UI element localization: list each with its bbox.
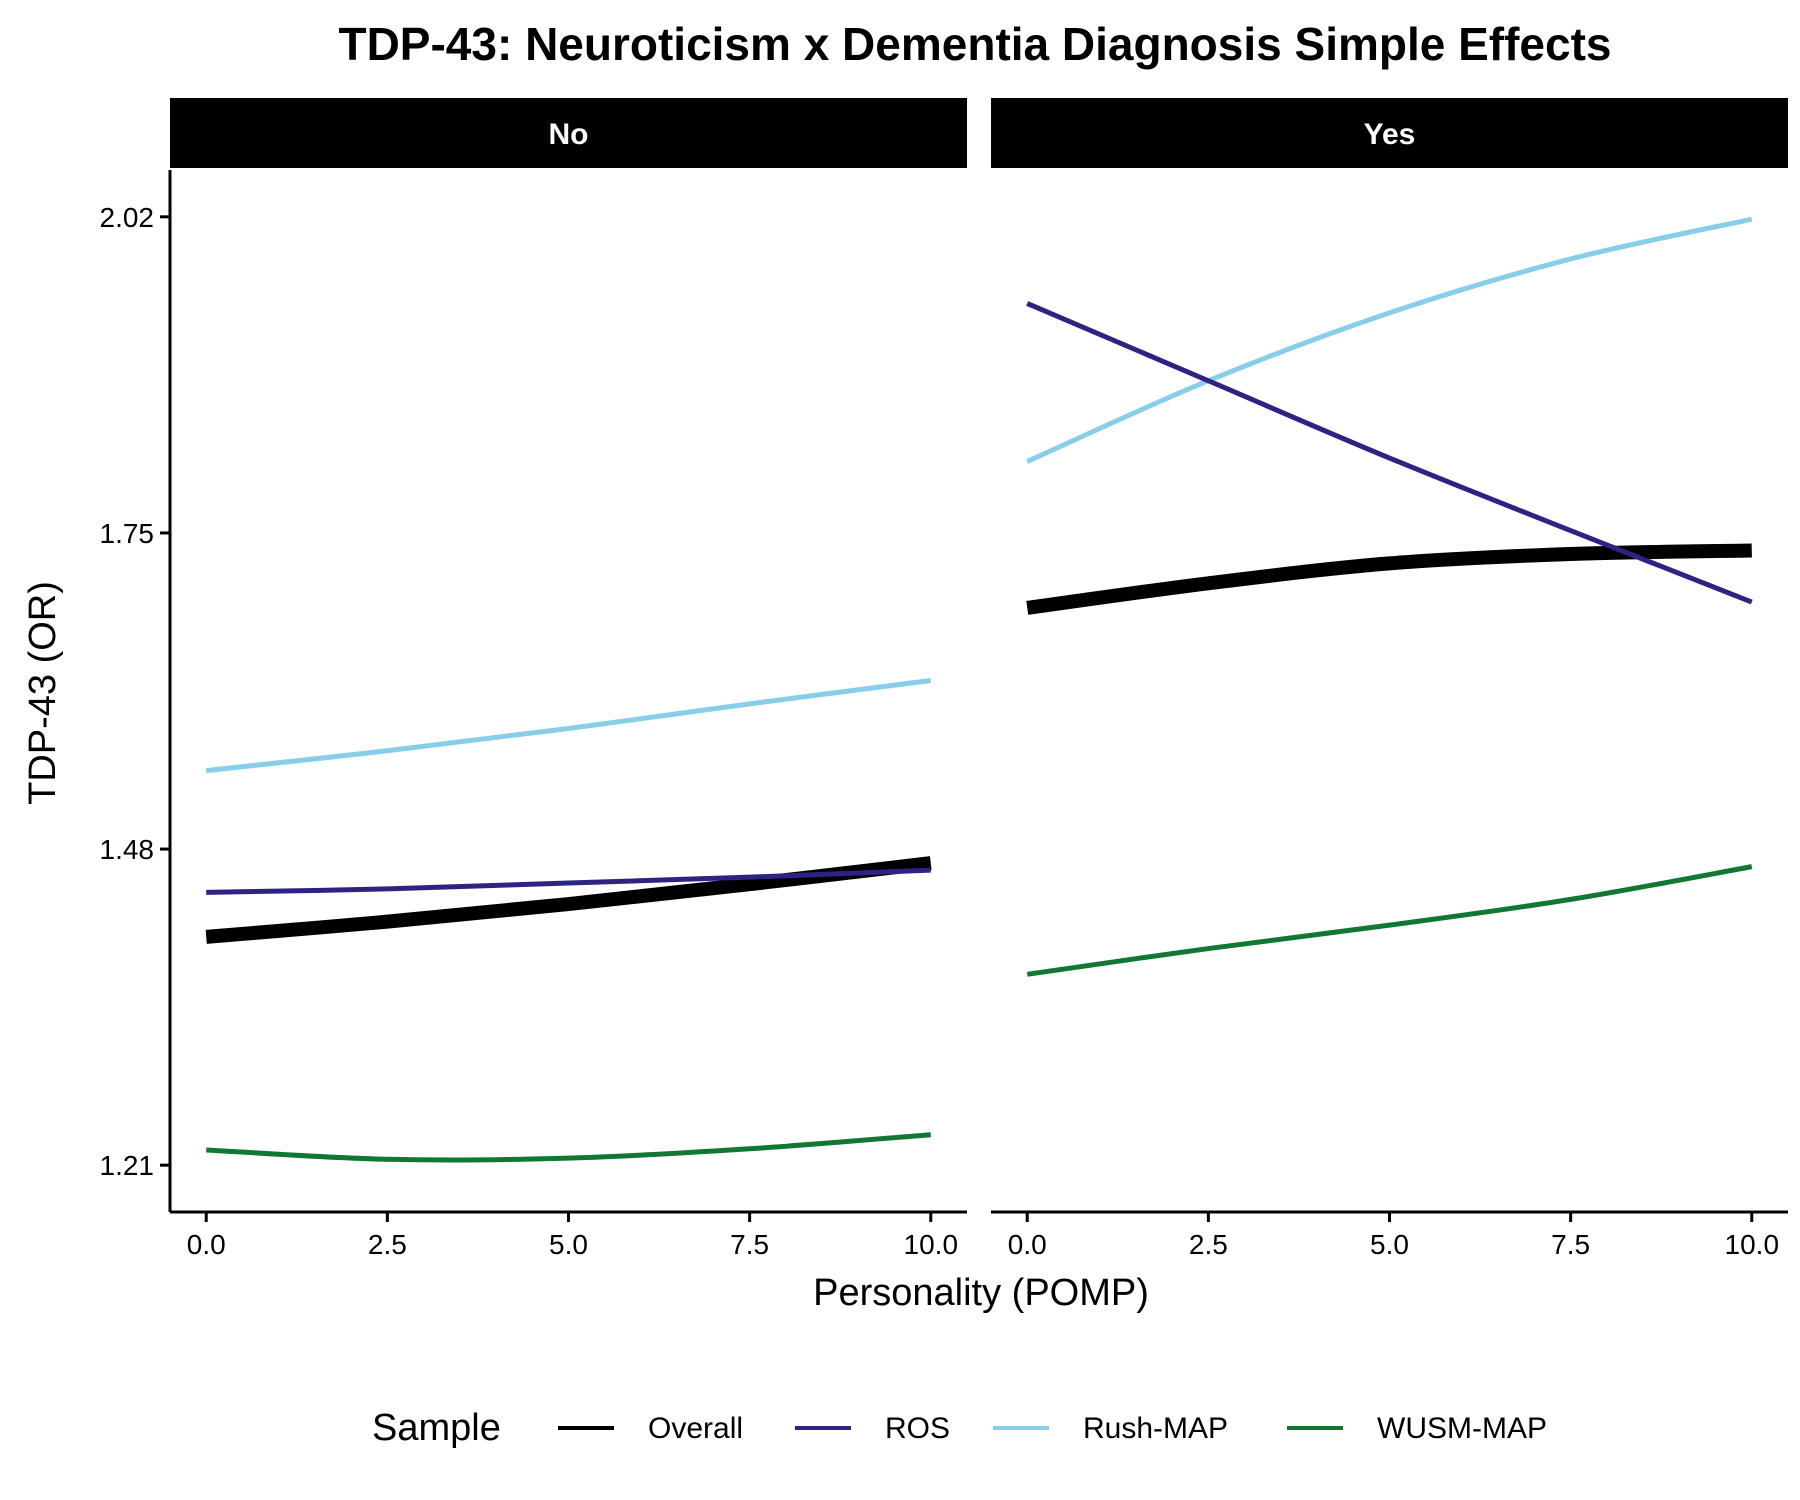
panel-yes: Yes 0.0 2.5 5.0 7.5 10.0 xyxy=(991,98,1788,1260)
legend-label-ros: ROS xyxy=(885,1412,950,1445)
chart-title: TDP-43: Neuroticism x Dementia Diagnosis… xyxy=(338,18,1611,70)
legend-label-overall: Overall xyxy=(648,1412,743,1445)
x-tick-label: 5.0 xyxy=(1370,1229,1409,1260)
series-line-ros xyxy=(206,867,931,895)
x-tick-label: 10.0 xyxy=(904,1229,959,1260)
x-tick-label: 10.0 xyxy=(1725,1229,1780,1260)
x-tick-label: 0.0 xyxy=(187,1229,226,1260)
y-axis: 1.21 1.48 1.75 2.02 xyxy=(100,170,172,1212)
legend-label-wusm-map: WUSM-MAP xyxy=(1377,1412,1547,1445)
strip-yes xyxy=(991,98,1788,168)
strip-label: Yes xyxy=(1364,118,1416,151)
panel-no: No 0.0 2.5 5.0 7.5 10.0 xyxy=(170,98,967,1260)
legend-label-rush-map: Rush-MAP xyxy=(1083,1412,1228,1445)
legend-items: Overall ROS Rush-MAP WUSM-MAP xyxy=(558,1412,1547,1445)
series-line-overall xyxy=(1026,543,1752,615)
legend-title: Sample xyxy=(372,1407,501,1449)
series-line-rush-map xyxy=(205,677,932,774)
x-axis-label: Personality (POMP) xyxy=(813,1272,1149,1314)
x-tick-label: 0.0 xyxy=(1008,1229,1047,1260)
series-line-rush-map xyxy=(1026,216,1753,464)
series-line-ros xyxy=(1026,301,1753,605)
strip-no xyxy=(170,98,967,168)
y-tick-label: 2.02 xyxy=(100,202,155,233)
legend: Sample Overall ROS Rush-MAP WUSM-MAP xyxy=(372,1407,1547,1449)
x-tick-label: 7.5 xyxy=(1551,1229,1590,1260)
strip-label: No xyxy=(549,118,589,151)
x-tick-label: 5.0 xyxy=(549,1229,588,1260)
x-tick-label: 7.5 xyxy=(730,1229,769,1260)
series-line-wusm-map xyxy=(1026,864,1753,977)
y-tick-label: 1.75 xyxy=(100,518,155,549)
x-tick-label: 2.5 xyxy=(368,1229,407,1260)
x-tick-label: 2.5 xyxy=(1189,1229,1228,1260)
series-line-wusm-map xyxy=(206,1132,931,1163)
y-tick-label: 1.48 xyxy=(100,834,155,865)
y-axis-label: TDP-43 (OR) xyxy=(22,581,64,805)
y-tick-label: 1.21 xyxy=(100,1150,155,1181)
panels: No 0.0 2.5 5.0 7.5 10.0 Yes 0.0 2.5 5.0 7.5 10.0 xyxy=(170,98,1788,1260)
